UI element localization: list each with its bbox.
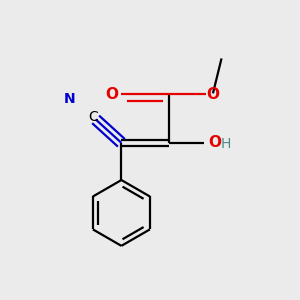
Text: H: H	[221, 137, 231, 151]
Text: O: O	[206, 87, 219, 102]
Text: C: C	[88, 110, 98, 124]
Text: O: O	[105, 87, 118, 102]
Text: N: N	[64, 92, 76, 106]
Text: O: O	[209, 135, 222, 150]
